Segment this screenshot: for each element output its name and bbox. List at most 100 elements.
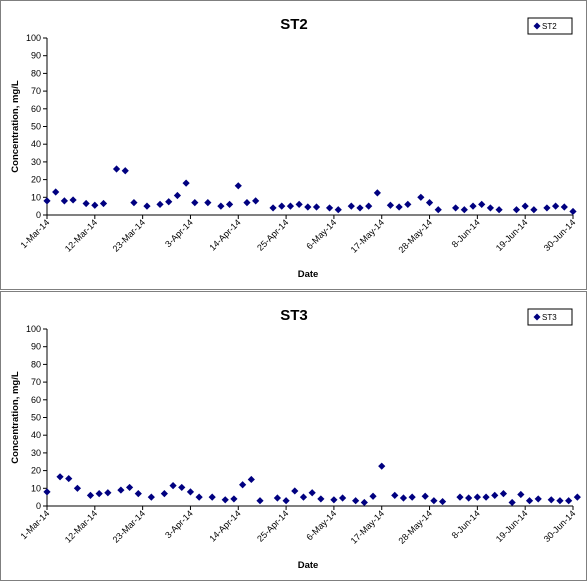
data-point <box>352 497 360 505</box>
data-point <box>121 167 129 175</box>
data-point <box>469 202 477 210</box>
data-point <box>365 202 373 210</box>
y-tick-label: 50 <box>31 413 41 423</box>
data-point <box>117 486 125 494</box>
data-point <box>282 497 290 505</box>
y-tick-label: 50 <box>31 122 41 132</box>
data-point <box>334 206 342 214</box>
data-point <box>478 200 486 208</box>
data-point <box>134 490 142 498</box>
data-point <box>104 489 112 497</box>
data-point <box>239 481 247 489</box>
data-point <box>521 202 529 210</box>
x-tick-label: 23-Mar-14 <box>111 508 147 544</box>
data-point <box>508 498 516 507</box>
data-point <box>438 497 447 506</box>
y-tick-label: 100 <box>26 324 41 334</box>
x-tick-label: 14-Apr-14 <box>207 508 242 543</box>
data-point <box>125 483 134 492</box>
y-tick-label: 80 <box>31 359 41 369</box>
y-tick-label: 40 <box>31 139 41 149</box>
data-point <box>43 197 51 205</box>
x-tick-label: 17-May-14 <box>349 217 386 254</box>
data-point <box>256 497 264 505</box>
data-point <box>269 204 277 212</box>
data-point <box>391 491 399 499</box>
y-tick-label: 20 <box>31 175 41 185</box>
data-point <box>69 196 77 204</box>
x-tick-label: 23-Mar-14 <box>111 217 147 253</box>
legend: ST2 <box>527 17 573 35</box>
data-point <box>217 202 225 210</box>
x-tick-label: 1-Mar-14 <box>19 508 52 541</box>
data-point <box>156 200 164 208</box>
data-point <box>312 203 321 211</box>
legend-label: ST3 <box>542 313 557 322</box>
data-point <box>325 204 334 212</box>
y-tick-label: 60 <box>31 395 41 405</box>
data-point <box>112 165 121 173</box>
data-point <box>56 473 64 481</box>
data-point <box>195 493 203 501</box>
data-point <box>386 201 395 209</box>
data-point <box>178 483 186 492</box>
data-point <box>339 494 347 502</box>
chart-st3-panel: ST3 ST3 0 10 20 30 40 50 60 70 80 90 100 1-Mar-14 12-M… <box>0 291 587 581</box>
y-tick-label: 80 <box>31 68 41 78</box>
data-point <box>230 495 238 503</box>
data-point <box>286 202 295 210</box>
data-point <box>204 199 212 207</box>
data-point <box>565 497 573 505</box>
y-tick-label: 60 <box>31 104 41 114</box>
data-point <box>417 193 425 201</box>
x-tick-label: 28-May-14 <box>396 508 433 545</box>
data-point <box>543 204 551 212</box>
data-point <box>330 496 338 504</box>
data-point <box>473 493 481 501</box>
x-tick-label: 8-Jun-14 <box>450 217 482 249</box>
y-tick-label: 40 <box>31 430 41 440</box>
x-tick-label: 25-Apr-14 <box>255 217 290 252</box>
data-point <box>465 494 473 502</box>
data-point <box>430 497 438 505</box>
data-point <box>252 197 260 205</box>
data-point <box>369 492 377 500</box>
data-point <box>173 191 182 200</box>
y-tick-label: 0 <box>36 501 41 511</box>
x-tick-label: 25-Apr-14 <box>255 508 290 543</box>
data-point <box>308 489 316 497</box>
y-tick-label: 10 <box>31 483 41 493</box>
chart-st3: ST3 ST3 0 10 20 30 40 50 60 70 80 90 100 1-Mar-14 12-M… <box>10 307 581 571</box>
y-tick-label: 70 <box>31 377 41 387</box>
data-point <box>91 201 99 209</box>
data-point <box>221 496 229 504</box>
data-point <box>404 200 412 208</box>
chart-st2-panel: ST2 ST2 0 10 20 30 40 50 60 70 80 90 100 1-Mar-14 12-M… <box>0 0 587 290</box>
data-point <box>460 206 468 214</box>
data-point <box>373 189 381 197</box>
data-point <box>499 490 508 498</box>
chart-title: ST3 <box>280 307 308 324</box>
x-tick-label: 19-Jun-14 <box>494 508 530 544</box>
data-point <box>434 206 442 214</box>
y-tick-label: 0 <box>36 210 41 220</box>
y-tick-label: 30 <box>31 448 41 458</box>
x-tick-label: 6-May-14 <box>304 508 338 542</box>
data-point <box>143 202 151 210</box>
x-axis-title: Date <box>298 269 319 280</box>
data-point <box>425 199 434 207</box>
data-point <box>65 474 73 483</box>
y-tick-label: 10 <box>31 192 41 202</box>
data-point <box>160 490 168 498</box>
data-point <box>317 495 325 503</box>
y-tick-label: 90 <box>31 51 41 61</box>
y-tick-label: 70 <box>31 86 41 96</box>
data-point <box>186 488 195 496</box>
data-point <box>534 495 542 503</box>
data-point <box>421 492 429 500</box>
data-point <box>399 494 408 502</box>
legend-marker <box>533 22 541 30</box>
data-point <box>60 197 68 205</box>
y-tick-label: 20 <box>31 466 41 476</box>
x-tick-label: 8-Jun-14 <box>450 508 482 540</box>
